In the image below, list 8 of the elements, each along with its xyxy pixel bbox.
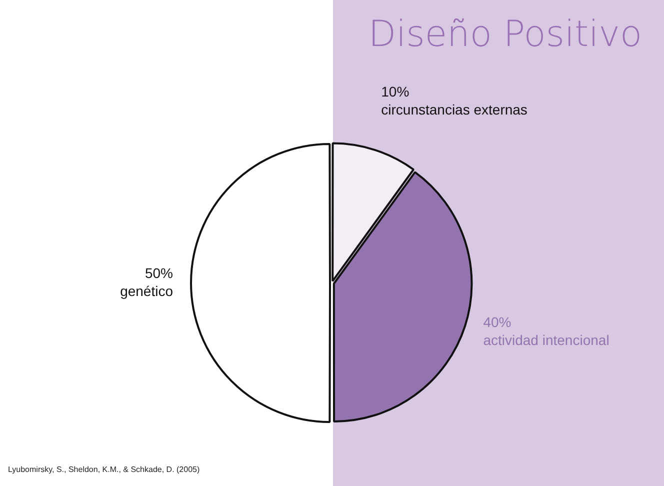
slice-label: circunstancias externas xyxy=(381,102,528,118)
text: Lyubomirsky, S., Sheldon, K.M., & Schkade, D. (2005) xyxy=(8,465,200,474)
data-label: 10% xyxy=(381,84,410,100)
slice-label: genético xyxy=(120,282,174,299)
data-label: 40% xyxy=(483,314,512,330)
data-label: 50% xyxy=(144,264,173,281)
slice-label: actividad intencional xyxy=(483,332,610,348)
chart-title: Diseño Positivo xyxy=(368,14,642,55)
